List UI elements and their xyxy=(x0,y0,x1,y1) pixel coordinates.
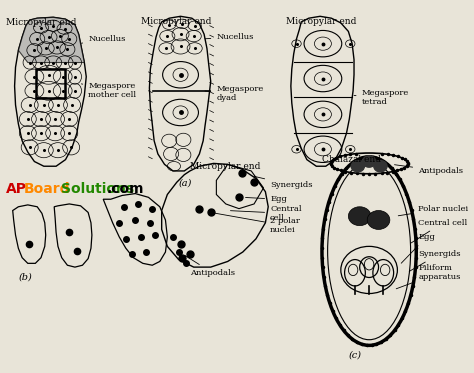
Text: (c): (c) xyxy=(348,350,361,359)
Text: Megaspore
dyad: Megaspore dyad xyxy=(205,85,264,102)
Text: Chalazal end: Chalazal end xyxy=(322,155,381,164)
Text: Filiform
apparatus: Filiform apparatus xyxy=(396,264,461,289)
Ellipse shape xyxy=(367,210,390,229)
Text: Central cell: Central cell xyxy=(411,219,467,243)
Text: Nucellus: Nucellus xyxy=(82,35,126,43)
Text: Nucellus: Nucellus xyxy=(205,33,254,41)
Text: Megaspore
tetrad: Megaspore tetrad xyxy=(354,89,409,106)
Text: Board: Board xyxy=(24,182,71,196)
Text: .com: .com xyxy=(107,182,145,196)
Text: AP: AP xyxy=(6,182,27,196)
Text: Micropylar end: Micropylar end xyxy=(286,17,356,26)
Text: (a): (a) xyxy=(179,179,192,188)
Text: Egg: Egg xyxy=(401,233,435,263)
Ellipse shape xyxy=(374,160,387,172)
Text: 2 polar
nuclei: 2 polar nuclei xyxy=(213,213,300,234)
Text: (b): (b) xyxy=(18,273,32,282)
Ellipse shape xyxy=(348,207,371,226)
Polygon shape xyxy=(18,17,84,63)
Text: Polar nuclei: Polar nuclei xyxy=(398,205,468,216)
Text: Solutions: Solutions xyxy=(61,182,134,196)
Text: Synergids: Synergids xyxy=(254,176,313,189)
Text: Micropylar end: Micropylar end xyxy=(190,162,260,170)
Text: Central
cell: Central cell xyxy=(230,205,302,222)
Text: Micropylar end: Micropylar end xyxy=(141,17,211,26)
Text: Micropylar end: Micropylar end xyxy=(6,18,76,27)
Text: Megaspore
mother cell: Megaspore mother cell xyxy=(82,82,136,99)
Text: Antipodals: Antipodals xyxy=(394,165,463,175)
Ellipse shape xyxy=(351,160,365,172)
Ellipse shape xyxy=(363,156,376,167)
Text: Egg: Egg xyxy=(246,195,287,203)
Text: Antipodals: Antipodals xyxy=(185,256,235,277)
Text: Synergids: Synergids xyxy=(409,250,461,272)
